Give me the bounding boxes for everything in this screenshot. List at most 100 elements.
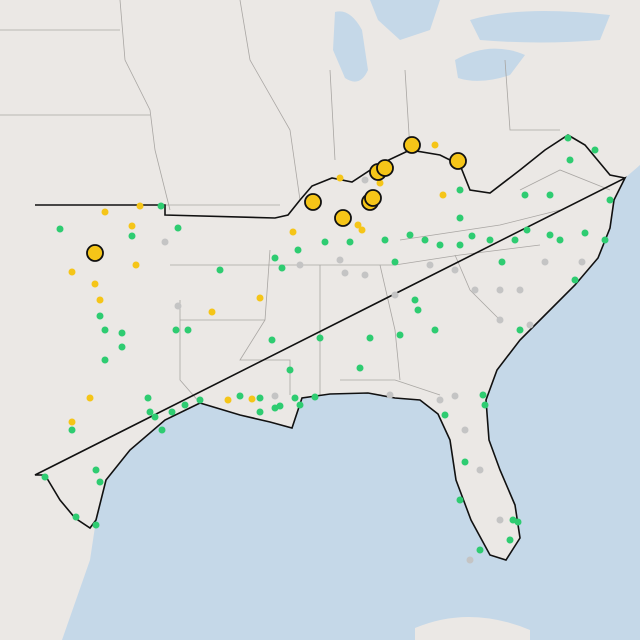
marker [278, 264, 286, 272]
marker [208, 308, 216, 316]
marker [523, 226, 531, 234]
marker [68, 268, 76, 276]
marker [286, 366, 294, 374]
marker [86, 394, 94, 402]
marker [466, 556, 474, 564]
marker [436, 241, 444, 249]
marker [556, 236, 564, 244]
marker [606, 196, 614, 204]
marker [564, 134, 572, 142]
marker [181, 401, 189, 409]
large-marker [376, 159, 394, 177]
marker [456, 241, 464, 249]
marker [439, 191, 447, 199]
marker [514, 518, 522, 526]
marker [161, 238, 169, 246]
marker [461, 426, 469, 434]
marker [336, 256, 344, 264]
marker [256, 394, 264, 402]
marker [426, 261, 434, 269]
marker [236, 392, 244, 400]
marker [381, 236, 389, 244]
marker [601, 236, 609, 244]
marker [541, 258, 549, 266]
marker [92, 466, 100, 474]
marker [289, 228, 297, 236]
marker [354, 221, 362, 229]
marker [316, 334, 324, 342]
marker [256, 294, 264, 302]
marker [546, 191, 554, 199]
marker [68, 426, 76, 434]
large-marker [304, 193, 322, 211]
marker [421, 236, 429, 244]
marker [456, 496, 464, 504]
marker [476, 466, 484, 474]
marker [456, 214, 464, 222]
marker [521, 191, 529, 199]
marker [168, 408, 176, 416]
marker [431, 141, 439, 149]
marker [174, 302, 182, 310]
marker [476, 546, 484, 554]
marker [456, 186, 464, 194]
marker [498, 258, 506, 266]
marker [128, 232, 136, 240]
marker [321, 238, 329, 246]
marker [91, 280, 99, 288]
marker [101, 356, 109, 364]
marker [157, 202, 165, 210]
marker [101, 326, 109, 334]
markers [41, 134, 614, 564]
marker [271, 392, 279, 400]
marker [546, 231, 554, 239]
marker [366, 334, 374, 342]
marker [396, 331, 404, 339]
marker [511, 236, 519, 244]
large-marker [86, 244, 104, 262]
marker [336, 174, 344, 182]
marker [296, 401, 304, 409]
marker [72, 513, 80, 521]
marker [431, 326, 439, 334]
marker [158, 426, 166, 434]
large-marker [403, 136, 421, 154]
marker [461, 458, 469, 466]
marker [294, 246, 302, 254]
marker [101, 208, 109, 216]
marker [358, 226, 366, 234]
marker [224, 396, 232, 404]
marker [92, 521, 100, 529]
marker [118, 329, 126, 337]
marker [516, 326, 524, 334]
marker [271, 254, 279, 262]
marker [248, 395, 256, 403]
marker [296, 261, 304, 269]
large-marker [364, 189, 382, 207]
marker [172, 326, 180, 334]
marker [96, 478, 104, 486]
marker [96, 296, 104, 304]
marker [361, 271, 369, 279]
marker [406, 231, 414, 239]
marker [346, 238, 354, 246]
marker [151, 413, 159, 421]
large-marker [334, 209, 352, 227]
marker [481, 401, 489, 409]
marker [56, 225, 64, 233]
marker [496, 516, 504, 524]
marker [571, 276, 579, 284]
marker [486, 236, 494, 244]
marker [96, 312, 104, 320]
marker [441, 411, 449, 419]
marker [591, 146, 599, 154]
marker [291, 394, 299, 402]
marker [581, 229, 589, 237]
marker [391, 291, 399, 299]
marker [356, 364, 364, 372]
marker [411, 296, 419, 304]
marker [391, 258, 399, 266]
marker [496, 316, 504, 324]
marker [479, 391, 487, 399]
marker [268, 336, 276, 344]
